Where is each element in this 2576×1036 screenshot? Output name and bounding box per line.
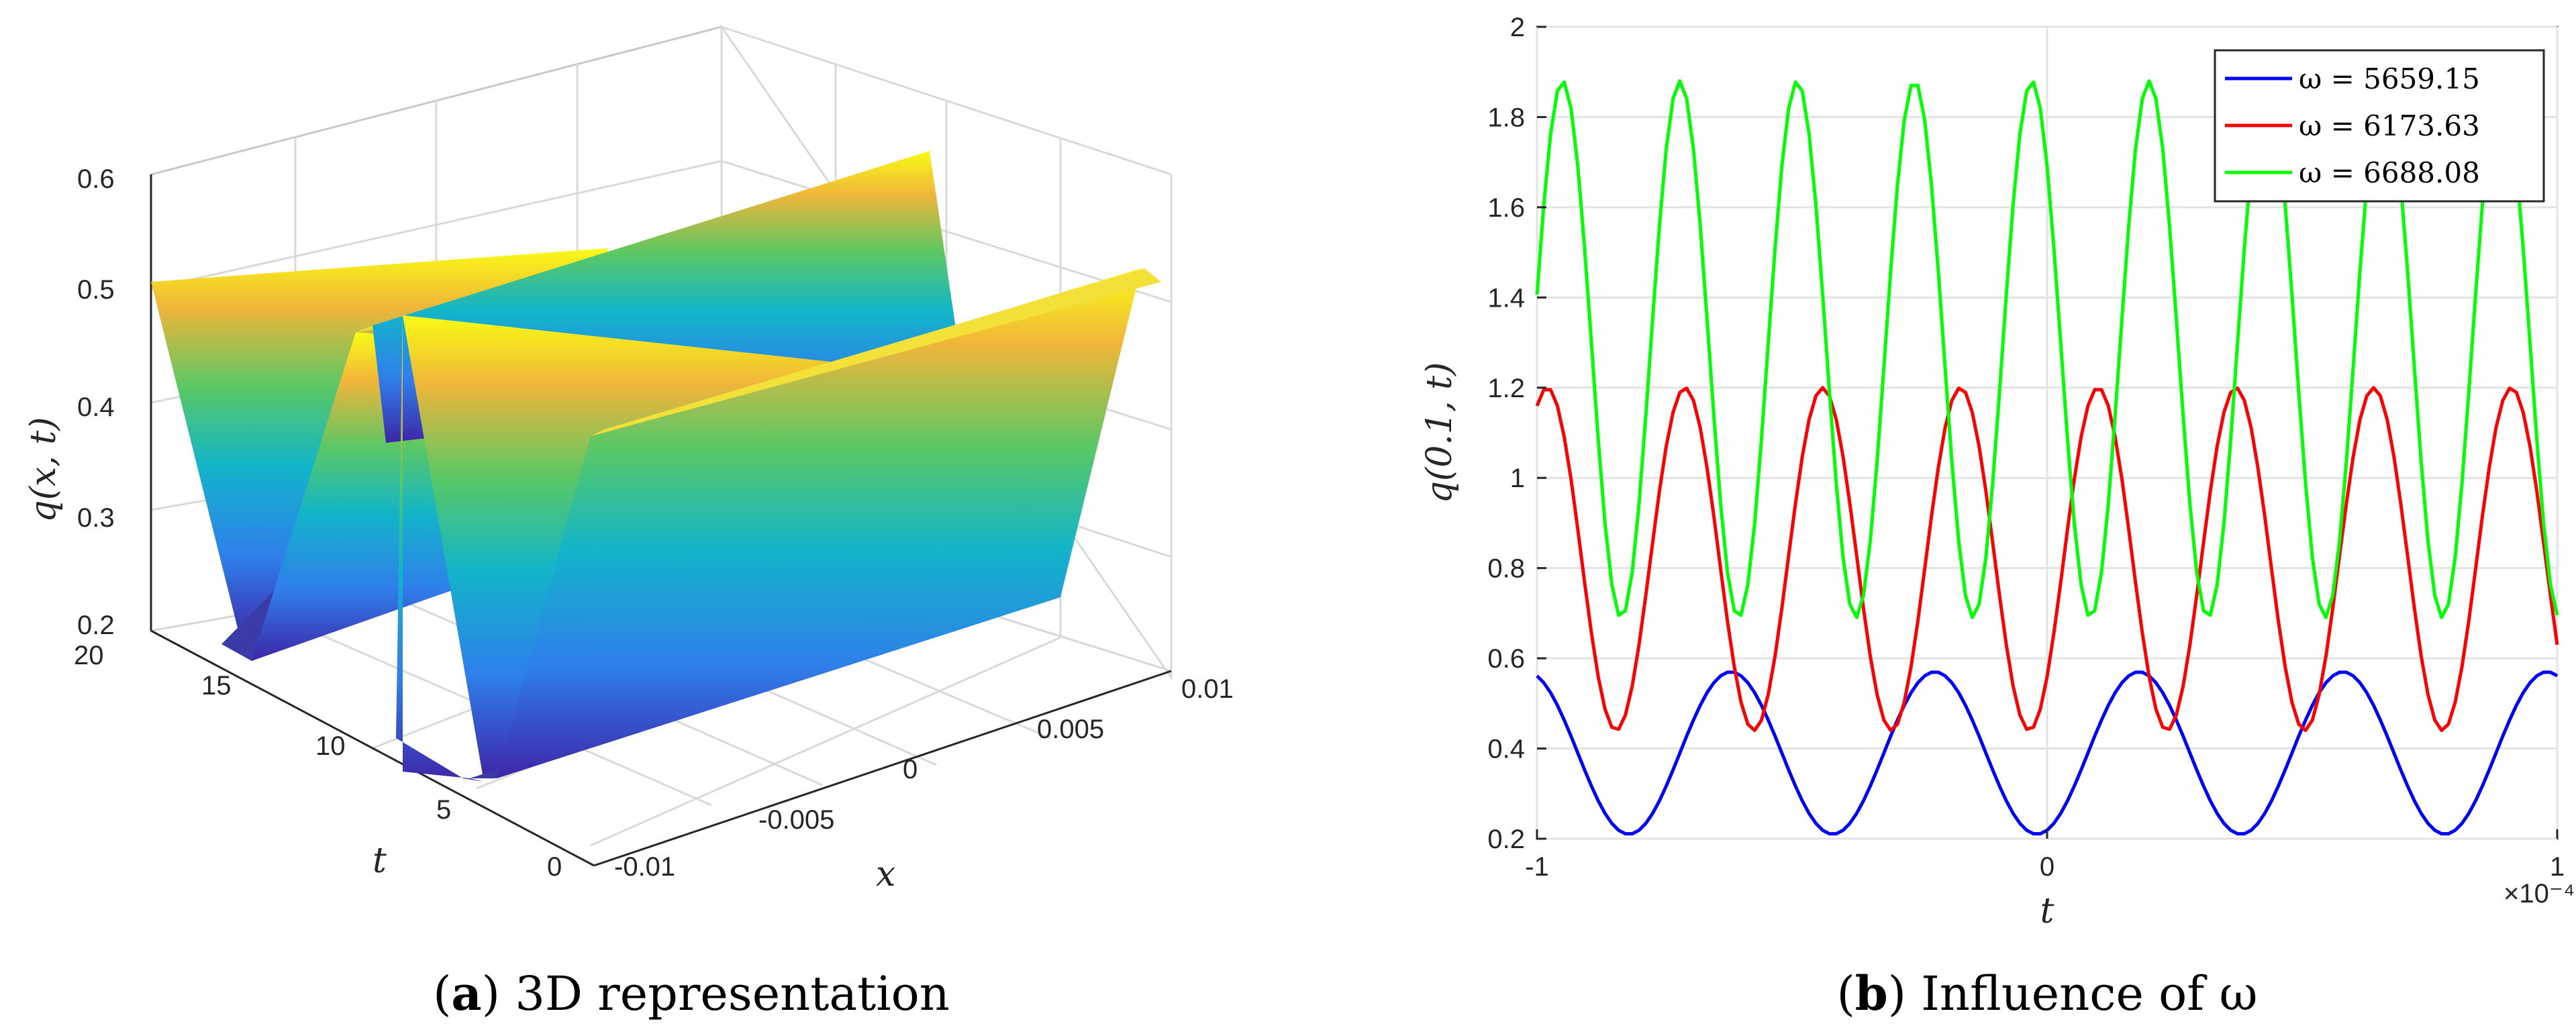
x-tick-0.01: 0.01 — [1181, 674, 1234, 704]
x-tick-label: 1 — [2550, 852, 2565, 882]
x-tick-0: 0 — [903, 755, 918, 784]
panel-a-x-ticks: -0.01 -0.005 0 0.005 0.01 — [614, 674, 1234, 882]
y-tick-label: 1.6 — [1487, 193, 1525, 223]
panel-a-axes — [150, 174, 1172, 867]
t-tick-5: 5 — [436, 795, 451, 825]
t-tick-0: 0 — [547, 852, 562, 882]
legend-entry-0: ω = 5659.15 — [2299, 62, 2480, 95]
caption-a-prefix: ( — [433, 966, 451, 1021]
z-tick-0.6: 0.6 — [77, 164, 115, 194]
z-tick-0.3: 0.3 — [77, 503, 115, 533]
panel-b-y-label: q(0.1, t) — [1420, 362, 1460, 504]
z-tick-0.2: 0.2 — [77, 611, 115, 640]
x-exponent-label: ×10⁻⁴ — [2504, 879, 2575, 909]
panel-b-x-label: t — [2040, 891, 2054, 931]
panel-a-z-ticks: 0.2 0.3 0.4 0.5 0.6 — [77, 164, 115, 640]
panel-b-line-chart: 0.2 0.4 0.6 0.8 1 1.2 1.4 1.6 1.8 2 -1 0 1 t q(0.1,… — [1420, 13, 2575, 1021]
panel-b-caption: (b) Influence of ω — [1836, 966, 2257, 1021]
legend: ω = 5659.15 ω = 6173.63 ω = 6688.08 — [2214, 49, 2545, 203]
y-tick-label: 0.6 — [1487, 644, 1525, 674]
caption-a-letter: a — [451, 966, 481, 1021]
caption-a-text: ) 3D representation — [482, 966, 950, 1021]
caption-b-letter: b — [1855, 966, 1888, 1021]
x-ticks: -1 0 1 — [1525, 829, 2565, 882]
x-tick-0.005: 0.005 — [1037, 715, 1104, 744]
panel-a-t-label: t — [373, 841, 387, 881]
series-line-1 — [1535, 386, 2559, 732]
y-tick-label: 0.4 — [1487, 735, 1525, 764]
y-ticks: 0.2 0.4 0.6 0.8 1 1.2 1.4 1.6 1.8 2 — [1487, 13, 1546, 854]
t-tick-10: 10 — [315, 731, 346, 761]
caption-b-prefix: ( — [1836, 966, 1854, 1021]
t-tick-20: 20 — [74, 641, 104, 670]
y-tick-label: 1.8 — [1487, 103, 1525, 132]
z-tick-0.5: 0.5 — [77, 275, 115, 305]
x-tick--0.005: -0.005 — [758, 805, 834, 835]
panel-a-x-label: x — [876, 854, 895, 894]
y-tick-label: 0.8 — [1487, 554, 1525, 584]
legend-entry-2: ω = 6688.08 — [2299, 156, 2480, 189]
y-tick-label: 1.2 — [1487, 374, 1525, 403]
panel-a-caption: (a) 3D representation — [433, 966, 950, 1021]
surface-front-rise — [497, 268, 1141, 778]
panel-a-3d-surface: 0.2 0.3 0.4 0.5 0.6 0 5 10 15 20 -0.01 -… — [23, 23, 1234, 1021]
panel-a-z-label: q(x, t) — [23, 417, 64, 522]
caption-b-text: ) Influence of ω — [1888, 966, 2258, 1021]
surface-front-left-wall — [373, 315, 483, 782]
legend-box — [2214, 49, 2545, 203]
legend-entry-1: ω = 6173.63 — [2299, 109, 2480, 142]
surface-front-top-ridge — [591, 268, 1161, 436]
x-tick-label: -1 — [1525, 852, 1549, 882]
y-tick-label: 0.2 — [1487, 825, 1525, 854]
y-tick-label: 1.4 — [1487, 283, 1525, 313]
x-tick--0.01: -0.01 — [614, 852, 675, 882]
surface-trough-front — [373, 268, 1161, 782]
y-tick-label: 1 — [1510, 464, 1525, 493]
x-tick-label: 0 — [2040, 852, 2054, 882]
z-tick-0.4: 0.4 — [77, 393, 115, 422]
y-tick-label: 2 — [1510, 13, 1525, 42]
panel-a-t-ticks: 0 5 10 15 20 — [74, 641, 562, 882]
t-tick-15: 15 — [201, 671, 232, 701]
